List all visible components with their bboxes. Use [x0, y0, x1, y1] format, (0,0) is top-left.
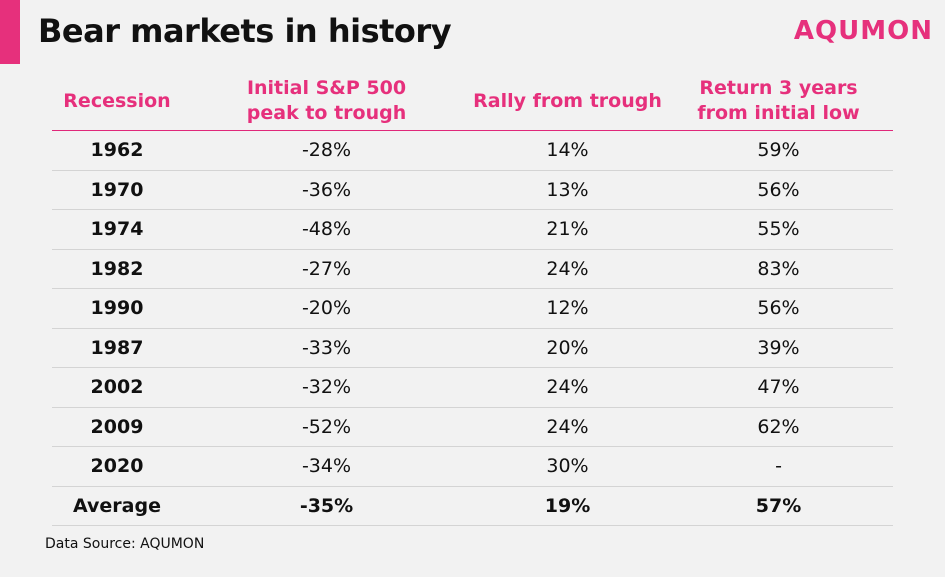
header-peak-to-trough: Initial S&P 500 peak to trough [246, 77, 407, 124]
table-row: 1987 -33% 20% 39% [52, 329, 893, 368]
table-row: 1990 -20% 12% 56% [52, 289, 893, 329]
cell-rally: 13% [546, 178, 589, 201]
cell-peak-to-trough: -52% [301, 415, 352, 438]
cell-peak-to-trough: -36% [301, 178, 352, 201]
cell-return-3y: 83% [757, 257, 800, 280]
cell-rally: 19% [544, 494, 591, 517]
cell-rally: 24% [546, 376, 589, 399]
table-row: 1982 -27% 24% 83% [52, 250, 893, 289]
cell-return-3y: 56% [757, 178, 800, 201]
cell-recession: 1970 [90, 178, 144, 201]
cell-peak-to-trough: -27% [301, 257, 352, 280]
header-return-3-years: Return 3 years from initial low [697, 77, 860, 124]
cell-peak-to-trough: -48% [301, 218, 352, 241]
table-row: 1970 -36% 13% 56% [52, 171, 893, 210]
cell-rally: 24% [546, 415, 589, 438]
cell-recession: 1990 [90, 297, 144, 320]
accent-bar [0, 0, 20, 64]
page-title: Bear markets in history [38, 12, 452, 50]
table-row: 2020 -34% 30% - [52, 447, 893, 487]
cell-return-3y: 39% [757, 336, 800, 359]
header-rally-from-trough: Rally from trough [473, 89, 662, 112]
table-body: 1962 -28% 14% 59% 1970 -36% 13% 56% 1974 -48% 21% 5… [52, 131, 893, 526]
cell-recession: 1982 [90, 257, 144, 280]
cell-recession: 1962 [90, 139, 144, 162]
cell-return-3y: 57% [755, 494, 802, 517]
table-summary-row: Average -35% 19% 57% [52, 487, 893, 526]
bear-markets-table: Recession Initial S&P 500 peak to trough… [52, 72, 893, 526]
cell-return-3y: 59% [757, 139, 800, 162]
cell-rally: 20% [546, 336, 589, 359]
cell-recession: 2009 [90, 415, 144, 438]
data-source-note: Data Source: AQUMON [45, 536, 205, 552]
cell-return-3y: 55% [757, 218, 800, 241]
cell-return-3y: 47% [757, 376, 800, 399]
cell-peak-to-trough: -35% [299, 494, 354, 517]
cell-rally: 14% [546, 139, 589, 162]
table-row: 2002 -32% 24% 47% [52, 368, 893, 408]
cell-rally: 21% [546, 218, 589, 241]
cell-recession: Average [73, 494, 161, 517]
table-row: 2009 -52% 24% 62% [52, 408, 893, 447]
brand-logo: AQUMON [793, 16, 933, 46]
header-recession: Recession [63, 89, 171, 112]
cell-rally: 24% [546, 257, 589, 280]
table-header-row: Recession Initial S&P 500 peak to trough… [52, 72, 893, 131]
cell-rally: 12% [546, 297, 589, 320]
cell-recession: 1987 [90, 336, 144, 359]
cell-return-3y: 62% [757, 415, 800, 438]
cell-return-3y: 56% [757, 297, 800, 320]
cell-peak-to-trough: -32% [301, 376, 352, 399]
cell-recession: 2002 [90, 376, 144, 399]
table-row: 1962 -28% 14% 59% [52, 131, 893, 171]
cell-recession: 1974 [90, 218, 144, 241]
cell-recession: 2020 [90, 455, 144, 478]
cell-peak-to-trough: -20% [301, 297, 352, 320]
cell-return-3y: - [775, 455, 782, 478]
cell-peak-to-trough: -28% [301, 139, 352, 162]
cell-peak-to-trough: -34% [301, 455, 352, 478]
cell-rally: 30% [546, 455, 589, 478]
table-row: 1974 -48% 21% 55% [52, 210, 893, 250]
cell-peak-to-trough: -33% [301, 336, 352, 359]
